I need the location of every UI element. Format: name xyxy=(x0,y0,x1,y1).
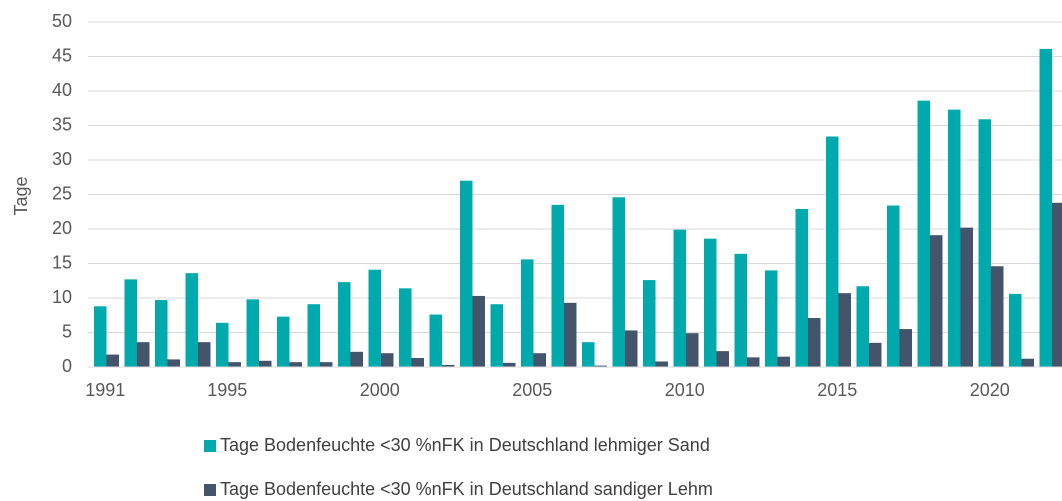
bar xyxy=(411,358,424,367)
y-tick-label: 5 xyxy=(62,321,72,341)
bar xyxy=(612,197,625,367)
bar xyxy=(228,362,241,367)
y-tick-label: 45 xyxy=(52,45,72,65)
bar xyxy=(734,253,747,367)
bar xyxy=(625,330,638,367)
y-tick-label: 15 xyxy=(52,252,72,272)
x-tick-label: 2005 xyxy=(512,380,552,400)
x-tick-label: 2015 xyxy=(817,380,857,400)
x-tick-label: 2000 xyxy=(360,380,400,400)
y-tick-label: 10 xyxy=(52,287,72,307)
legend-label: Tage Bodenfeuchte <30 %nFK in Deutschlan… xyxy=(220,479,713,499)
bar xyxy=(826,136,839,367)
bar xyxy=(948,109,961,367)
bar xyxy=(185,273,198,367)
bar xyxy=(582,342,595,367)
bar xyxy=(368,269,381,367)
bar xyxy=(643,280,656,367)
bar xyxy=(216,322,229,367)
y-tick-label: 20 xyxy=(52,218,72,238)
bar xyxy=(564,302,577,367)
bar xyxy=(167,359,180,367)
x-tick-label: 2010 xyxy=(665,380,705,400)
bar xyxy=(856,286,869,367)
bar xyxy=(472,295,485,367)
legend-swatch xyxy=(204,440,216,452)
bar xyxy=(978,119,991,367)
bar xyxy=(887,205,900,367)
bar xyxy=(198,342,211,367)
bar xyxy=(277,316,290,367)
bar xyxy=(930,235,943,367)
y-tick-label: 35 xyxy=(52,114,72,134)
bar xyxy=(899,329,912,367)
y-tick-label: 25 xyxy=(52,183,72,203)
bar xyxy=(838,293,851,367)
bar xyxy=(137,342,150,367)
bar xyxy=(338,282,351,367)
bar xyxy=(917,100,930,367)
bar xyxy=(747,357,760,367)
bar xyxy=(503,362,516,367)
bar xyxy=(320,362,333,367)
bar xyxy=(124,279,137,367)
bar xyxy=(399,288,412,367)
bar xyxy=(1021,358,1034,367)
bar xyxy=(765,270,778,367)
bar xyxy=(381,353,394,367)
bar xyxy=(246,299,259,367)
bar xyxy=(429,314,442,367)
bar xyxy=(704,238,717,367)
legend-label: Tage Bodenfeuchte <30 %nFK in Deutschlan… xyxy=(220,435,710,455)
bar xyxy=(673,229,686,367)
bar xyxy=(1039,48,1052,367)
legend-swatch xyxy=(204,484,216,496)
bar xyxy=(655,361,668,367)
y-tick-label: 30 xyxy=(52,149,72,169)
bar xyxy=(777,356,790,367)
bar xyxy=(1052,202,1062,367)
bar xyxy=(795,208,808,367)
bar xyxy=(460,180,473,367)
y-axis-label: Tage xyxy=(11,176,31,215)
bar xyxy=(307,304,320,367)
y-tick-label: 50 xyxy=(52,11,72,31)
bar xyxy=(106,354,119,367)
bar xyxy=(551,204,564,367)
bar xyxy=(350,351,363,367)
bar xyxy=(686,333,699,367)
bar xyxy=(1009,293,1022,367)
bar xyxy=(259,360,272,367)
bar xyxy=(533,353,546,367)
bar xyxy=(594,365,607,367)
bar xyxy=(521,259,534,367)
x-tick-label: 1995 xyxy=(207,380,247,400)
bar xyxy=(289,362,302,367)
bar xyxy=(808,318,821,367)
y-tick-label: 0 xyxy=(62,356,72,376)
x-tick-label: 1991 xyxy=(85,380,125,400)
bar xyxy=(716,351,729,367)
bar xyxy=(490,304,503,367)
bar xyxy=(94,306,107,367)
bar xyxy=(869,342,882,367)
x-tick-label: 2020 xyxy=(970,380,1010,400)
bar xyxy=(991,266,1004,367)
bar xyxy=(960,227,973,367)
y-tick-label: 40 xyxy=(52,80,72,100)
bar xyxy=(442,364,455,367)
bar xyxy=(155,300,168,367)
